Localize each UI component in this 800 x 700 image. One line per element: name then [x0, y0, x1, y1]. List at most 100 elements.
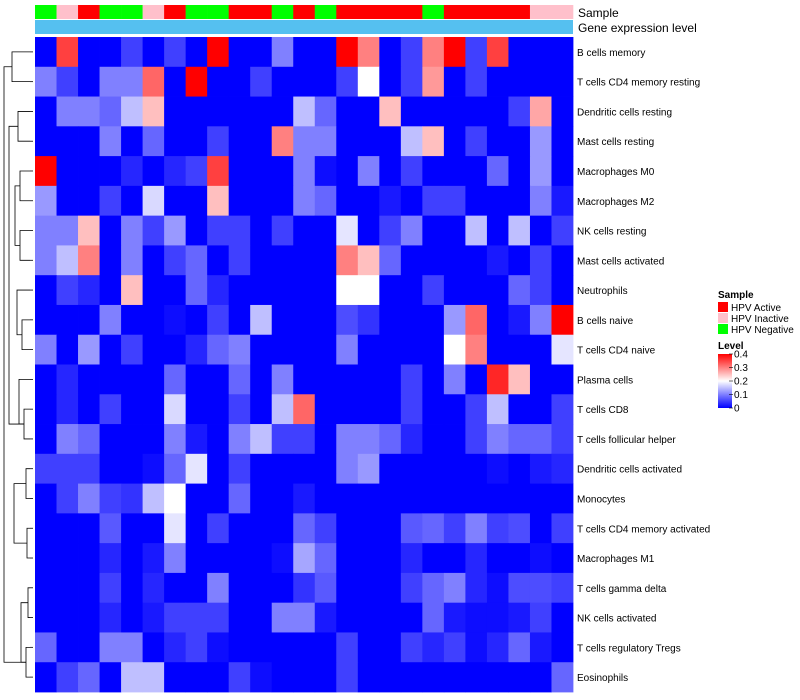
- heatmap-cell: [185, 543, 208, 574]
- heatmap-cell: [465, 513, 488, 544]
- heatmap-cell: [443, 185, 466, 217]
- heatmap-cell: [78, 156, 100, 187]
- heatmap-cell: [314, 126, 337, 157]
- heatmap-cell: [465, 126, 488, 157]
- heatmap-cell: [508, 483, 531, 514]
- heatmap-cell: [357, 275, 380, 306]
- heatmap-cell: [443, 453, 466, 484]
- heatmap-cell: [379, 513, 402, 544]
- heatmap-cell: [271, 215, 294, 246]
- heatmap-cell: [228, 394, 251, 425]
- heatmap-cell: [164, 66, 187, 97]
- heatmap-cell: [78, 304, 100, 336]
- heatmap-cell: [529, 156, 552, 187]
- heatmap-cell: [250, 424, 273, 455]
- heatmap-cell: [529, 96, 552, 127]
- heatmap-cell: [185, 37, 208, 68]
- heatmap-cell: [99, 483, 122, 514]
- heatmap-cell: [465, 394, 488, 425]
- heatmap-cell: [164, 483, 187, 514]
- heatmap-cell: [314, 334, 337, 365]
- heatmap-cell: [250, 304, 273, 336]
- heatmap-cell: [142, 483, 165, 514]
- heatmap-cell: [357, 453, 380, 484]
- heatmap-cell: [551, 424, 574, 455]
- heatmap-cell: [357, 66, 380, 97]
- dendrogram-branch: [26, 527, 30, 559]
- heatmap-cell: [336, 96, 359, 127]
- heatmap-cell: [357, 394, 380, 425]
- heatmap-cell: [185, 483, 208, 514]
- heatmap-cell: [400, 572, 423, 604]
- heatmap-cell: [35, 632, 57, 663]
- heatmap-cell: [379, 424, 402, 455]
- heatmap-cell: [35, 572, 57, 604]
- sample-annotation-cell: [422, 5, 445, 19]
- heatmap-cell: [336, 543, 359, 574]
- heatmap-cell: [529, 513, 552, 544]
- dendrogram-branch: [19, 170, 30, 202]
- heatmap-cell: [271, 364, 294, 395]
- heatmap-cell: [250, 37, 273, 68]
- heatmap-cell: [78, 662, 100, 693]
- heatmap-cell: [207, 126, 230, 157]
- heatmap-cell: [551, 215, 574, 246]
- level-legend-ticks: 0.4 0.3 0.2 0.1 0: [729, 350, 748, 415]
- heatmap-cell: [250, 96, 273, 127]
- heatmap-cell: [271, 394, 294, 425]
- heatmap-cell: [422, 126, 445, 157]
- heatmap-cell: [357, 513, 380, 544]
- heatmap-cell: [207, 96, 230, 127]
- heatmap-cell: [314, 453, 337, 484]
- sample-annotation-cell: [443, 5, 466, 19]
- heatmap-cell: [465, 662, 488, 693]
- heatmap-cell: [465, 572, 488, 604]
- heatmap-cell: [422, 37, 445, 68]
- heatmap-cell: [551, 543, 574, 574]
- heatmap-cell: [293, 394, 316, 425]
- heatmap-cell: [99, 275, 122, 306]
- heatmap-cell: [271, 96, 294, 127]
- heatmap-cells: [35, 37, 574, 693]
- row-label: Monocytes: [577, 494, 625, 505]
- heatmap-cell: [99, 662, 122, 693]
- heatmap-cell: [443, 572, 466, 604]
- heatmap-cell: [379, 602, 402, 633]
- heatmap-cell: [185, 662, 208, 693]
- heatmap-cell: [207, 215, 230, 246]
- heatmap-cell: [121, 66, 143, 97]
- heatmap-cell: [465, 364, 488, 395]
- heatmap-cell: [443, 424, 466, 455]
- heatmap-cell: [379, 662, 402, 693]
- heatmap-cell: [207, 245, 230, 276]
- heatmap-cell: [443, 156, 466, 187]
- sample-annotation-cell: [486, 5, 509, 19]
- heatmap-cell: [228, 662, 251, 693]
- heatmap-cell: [271, 185, 294, 217]
- heatmap-cell: [207, 602, 230, 633]
- heatmap-cell: [164, 304, 187, 336]
- row-label: T cells CD8: [577, 405, 629, 416]
- heatmap-cell: [271, 275, 294, 306]
- heatmap-cell: [121, 662, 143, 693]
- heatmap-cell: [121, 304, 143, 336]
- heatmap-cell: [142, 245, 165, 276]
- heatmap-cell: [379, 126, 402, 157]
- heatmap-cell: [228, 96, 251, 127]
- heatmap-cell: [293, 632, 316, 663]
- heatmap-cell: [443, 602, 466, 633]
- heatmap-cell: [336, 572, 359, 604]
- heatmap-cell: [99, 334, 122, 365]
- heatmap-cell: [422, 245, 445, 276]
- heatmap-cell: [99, 185, 122, 217]
- heatmap-cell: [336, 156, 359, 187]
- heatmap-cell: [99, 37, 122, 68]
- heatmap-cell: [99, 245, 122, 276]
- heatmap-cell: [121, 424, 143, 455]
- heatmap-cell: [314, 304, 337, 336]
- heatmap-cell: [379, 632, 402, 663]
- heatmap-cell: [99, 364, 122, 395]
- heatmap-cell: [443, 126, 466, 157]
- dendrogram-branch: [13, 483, 27, 544]
